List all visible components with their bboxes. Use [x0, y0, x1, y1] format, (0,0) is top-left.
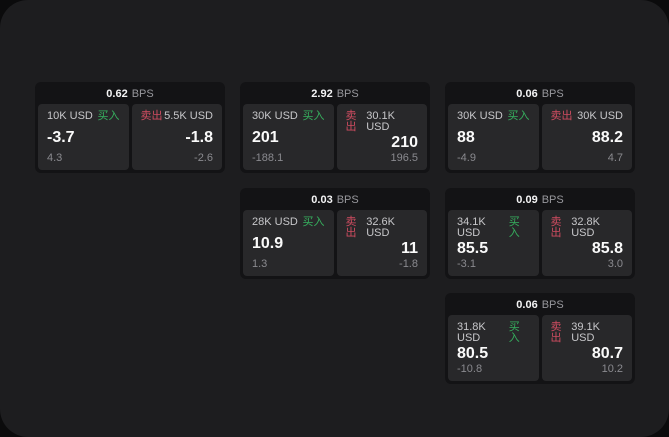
sell-panel[interactable]: 卖出 30.1K USD 210 196.5	[336, 104, 427, 170]
sell-delta: -2.6	[194, 152, 213, 164]
bps-unit-label: BPS	[541, 194, 564, 206]
sell-side-label: 卖出	[140, 110, 163, 122]
buy-notional: 34.1K USD	[457, 216, 486, 239]
buy-panel[interactable]: 28K USD 买入 10.9 1.3	[243, 210, 334, 276]
sell-side-label: 卖出	[550, 321, 562, 344]
quote-panels: 30K USD 买入 88 -4.9 卖出 30K USD 88.2 4.7	[448, 104, 632, 170]
bps-header: 0.06 BPS	[448, 296, 632, 315]
buy-notional: 30K USD	[252, 110, 298, 122]
quote-panels: 30K USD 买入 201 -188.1 卖出 30.1K USD 210 1…	[243, 104, 427, 170]
bps-value: 2.92	[311, 88, 333, 100]
buy-side-label: 买入	[507, 110, 530, 122]
sell-delta: 196.5	[390, 152, 418, 164]
bps-header: 0.06 BPS	[448, 85, 632, 104]
sell-price: 85.8	[591, 240, 623, 257]
sell-side-label: 卖出	[550, 216, 562, 239]
buy-price: 80.5	[457, 345, 489, 362]
sell-delta: 10.2	[601, 363, 623, 375]
buy-notional: 10K USD	[47, 110, 93, 122]
quote-card: 0.62 BPS 10K USD 买入 -3.7 4.3 卖出 5.5K USD	[35, 82, 225, 173]
sell-panel[interactable]: 卖出 32.6K USD 11 -1.8	[336, 210, 427, 276]
buy-panel[interactable]: 10K USD 买入 -3.7 4.3	[38, 104, 129, 170]
sell-notional: 39.1K USD	[571, 321, 600, 344]
buy-side-label: 买入	[508, 321, 520, 344]
sell-notional: 32.8K USD	[571, 216, 600, 239]
quote-card: 0.09 BPS 34.1K USD 买入 85.5 -3.1 卖出 32.8K…	[445, 188, 635, 279]
buy-notional: 31.8K USD	[457, 321, 486, 344]
buy-price: -3.7	[47, 128, 75, 146]
bps-unit-label: BPS	[131, 88, 154, 100]
buy-panel[interactable]: 30K USD 买入 201 -188.1	[243, 104, 334, 170]
buy-delta: -10.8	[457, 363, 483, 375]
bps-value: 0.06	[516, 88, 538, 100]
bps-value: 0.62	[106, 88, 128, 100]
sell-delta: 4.7	[607, 152, 623, 164]
buy-price: 10.9	[252, 234, 284, 252]
bps-unit-label: BPS	[541, 88, 564, 100]
buy-price: 88	[457, 128, 475, 146]
sell-panel[interactable]: 卖出 32.8K USD 85.8 3.0	[541, 210, 632, 276]
sell-price: 88.2	[591, 128, 623, 146]
bps-unit-label: BPS	[336, 88, 359, 100]
buy-price: 85.5	[457, 240, 489, 257]
quote-card: 0.06 BPS 31.8K USD 买入 80.5 -10.8 卖出 39.1…	[445, 293, 635, 384]
bps-value: 0.09	[516, 194, 538, 206]
buy-notional: 28K USD	[252, 216, 298, 228]
sell-delta: -1.8	[399, 258, 418, 270]
buy-price: 201	[252, 128, 279, 146]
sell-panel[interactable]: 卖出 5.5K USD -1.8 -2.6	[131, 104, 222, 170]
bps-unit-label: BPS	[541, 299, 564, 311]
quote-card: 2.92 BPS 30K USD 买入 201 -188.1 卖出 30.1K …	[240, 82, 430, 173]
bps-value: 0.03	[311, 194, 333, 206]
bps-value: 0.06	[516, 299, 538, 311]
sell-side-label: 卖出	[345, 110, 357, 133]
sell-price: -1.8	[185, 128, 213, 146]
sell-notional: 5.5K USD	[164, 110, 213, 122]
bps-header: 0.09 BPS	[448, 191, 632, 210]
buy-delta: -4.9	[457, 152, 476, 164]
sell-panel[interactable]: 卖出 30K USD 88.2 4.7	[541, 104, 632, 170]
quote-panels: 28K USD 买入 10.9 1.3 卖出 32.6K USD 11 -1.8	[243, 210, 427, 276]
sell-notional: 32.6K USD	[366, 216, 395, 239]
sell-side-label: 卖出	[345, 216, 357, 239]
sell-price: 11	[401, 240, 418, 257]
sell-price: 210	[391, 134, 418, 151]
buy-side-label: 买入	[97, 110, 120, 122]
buy-panel[interactable]: 34.1K USD 买入 85.5 -3.1	[448, 210, 539, 276]
sell-side-label: 卖出	[550, 110, 573, 122]
sell-notional: 30K USD	[577, 110, 623, 122]
bps-header: 2.92 BPS	[243, 85, 427, 104]
bps-unit-label: BPS	[336, 194, 359, 206]
buy-delta: 1.3	[252, 258, 268, 270]
quote-card: 0.06 BPS 30K USD 买入 88 -4.9 卖出 30K USD	[445, 82, 635, 173]
sell-price: 80.7	[591, 345, 623, 362]
quote-panels: 10K USD 买入 -3.7 4.3 卖出 5.5K USD -1.8 -2.…	[38, 104, 222, 170]
sell-panel[interactable]: 卖出 39.1K USD 80.7 10.2	[541, 315, 632, 381]
buy-panel[interactable]: 31.8K USD 买入 80.5 -10.8	[448, 315, 539, 381]
buy-delta: 4.3	[47, 152, 63, 164]
sell-notional: 30.1K USD	[366, 110, 395, 133]
sell-delta: 3.0	[607, 258, 623, 270]
bps-header: 0.62 BPS	[38, 85, 222, 104]
quote-card: 0.03 BPS 28K USD 买入 10.9 1.3 卖出 32.6K US…	[240, 188, 430, 279]
buy-side-label: 买入	[302, 110, 325, 122]
buy-delta: -3.1	[457, 258, 476, 270]
buy-side-label: 买入	[508, 216, 520, 239]
quote-panels: 34.1K USD 买入 85.5 -3.1 卖出 32.8K USD 85.8…	[448, 210, 632, 276]
buy-delta: -188.1	[252, 152, 284, 164]
quote-panels: 31.8K USD 买入 80.5 -10.8 卖出 39.1K USD 80.…	[448, 315, 632, 381]
buy-panel[interactable]: 30K USD 买入 88 -4.9	[448, 104, 539, 170]
buy-notional: 30K USD	[457, 110, 503, 122]
bps-header: 0.03 BPS	[243, 191, 427, 210]
buy-side-label: 买入	[302, 216, 325, 228]
